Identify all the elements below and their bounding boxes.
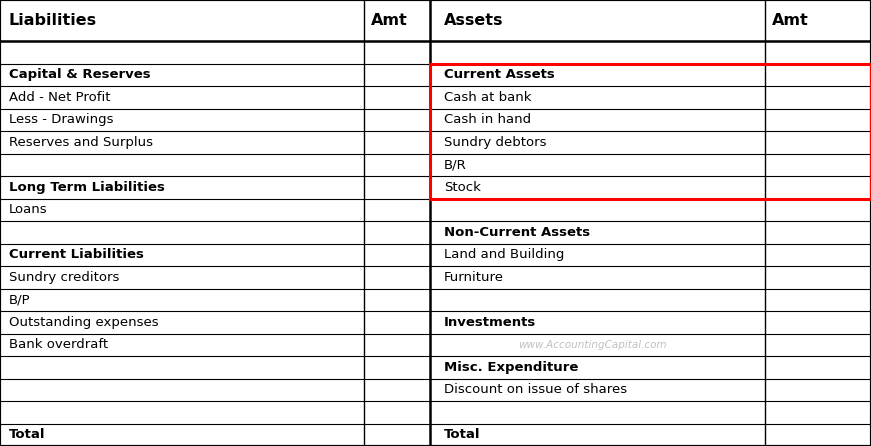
Text: Total: Total: [9, 428, 45, 441]
Text: Capital & Reserves: Capital & Reserves: [9, 68, 151, 81]
Text: Outstanding expenses: Outstanding expenses: [9, 316, 159, 329]
Text: Misc. Expenditure: Misc. Expenditure: [444, 361, 578, 374]
Text: Amt: Amt: [772, 13, 808, 28]
Text: Discount on issue of shares: Discount on issue of shares: [444, 383, 627, 396]
Text: Cash in hand: Cash in hand: [444, 113, 531, 126]
Text: Amt: Amt: [371, 13, 408, 28]
Text: Assets: Assets: [444, 13, 503, 28]
Text: Non-Current Assets: Non-Current Assets: [444, 226, 591, 239]
Text: Investments: Investments: [444, 316, 537, 329]
Text: Liabilities: Liabilities: [9, 13, 97, 28]
Text: Furniture: Furniture: [444, 271, 504, 284]
Bar: [430, 63, 871, 198]
Text: Land and Building: Land and Building: [444, 248, 564, 261]
Text: B/R: B/R: [444, 158, 467, 171]
Text: Add - Net Profit: Add - Net Profit: [9, 91, 111, 104]
Text: Total: Total: [444, 428, 481, 441]
Text: Bank overdraft: Bank overdraft: [9, 338, 108, 351]
Text: Long Term Liabilities: Long Term Liabilities: [9, 181, 165, 194]
Text: Sundry creditors: Sundry creditors: [9, 271, 119, 284]
Text: Sundry debtors: Sundry debtors: [444, 136, 547, 149]
Text: B/P: B/P: [9, 293, 30, 306]
Text: Cash at bank: Cash at bank: [444, 91, 531, 104]
Text: Less - Drawings: Less - Drawings: [9, 113, 113, 126]
Text: Current Liabilities: Current Liabilities: [9, 248, 144, 261]
Text: Current Assets: Current Assets: [444, 68, 555, 81]
Text: Loans: Loans: [9, 203, 47, 216]
Text: Stock: Stock: [444, 181, 481, 194]
Text: Reserves and Surplus: Reserves and Surplus: [9, 136, 152, 149]
Text: www.AccountingCapital.com: www.AccountingCapital.com: [518, 340, 666, 350]
